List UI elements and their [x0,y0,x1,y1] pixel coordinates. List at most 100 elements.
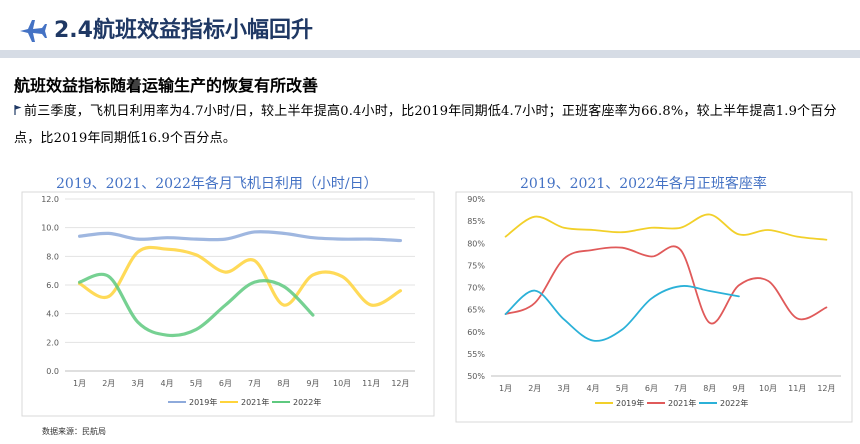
data-point [312,274,313,275]
x-tick-label: 10月 [759,384,777,393]
x-tick-label: 8月 [703,384,716,393]
y-tick-label: 12.0 [41,195,59,204]
data-point [371,304,372,305]
x-tick-label: 7月 [248,379,261,388]
data-point [709,322,710,323]
data-point [79,236,80,237]
y-tick-label: 65% [467,306,485,315]
legend-label: 2019年 [189,397,217,407]
x-tick-label: 2月 [102,379,115,388]
header: 2.4航班效益指标小幅回升 [0,0,860,58]
x-tick-label: 3月 [131,379,144,388]
data-point [225,304,226,305]
x-tick-label: 7月 [674,384,687,393]
load-factor-chart: 50% 55% 60% 65% 70% 75% 80% 85% 90% 1月 2月 3月 4月 5月 6月 7… [455,191,853,423]
data-point [79,282,80,283]
y-tick-label: 55% [467,350,485,359]
data-point [622,329,623,330]
page-title: 2.4航班效益指标小幅回升 [54,18,313,43]
y-tick-label: 6.0 [46,281,59,290]
data-point [166,335,167,336]
data-point [400,290,401,291]
data-point [622,232,623,233]
chart-frame [21,191,435,417]
series-2019年 [504,213,828,241]
series-line [77,245,403,307]
series-2021年 [504,245,828,325]
y-tick-label: 80% [467,239,485,248]
data-point [738,234,739,235]
utilization-chart: 0.0 2.0 4.0 6.0 8.0 10.0 12.0 1月 2月 3月 4月 5月 6月 7月 8月 9… [21,191,435,417]
data-point [505,313,506,314]
data-point [108,233,109,234]
data-point [254,260,255,261]
data-point [166,249,167,250]
x-tick-label: 1月 [499,384,512,393]
data-point [651,256,652,257]
data-point [680,249,681,250]
data-point [767,280,768,281]
x-tick-label: 12月 [817,384,835,393]
x-tick-label: 1月 [73,379,86,388]
y-tick-label: 0.0 [46,367,59,376]
data-point [680,286,681,287]
data-point [534,302,535,303]
data-point [137,251,138,252]
data-point [592,229,593,230]
data-point [826,307,827,308]
data-point [225,272,226,273]
x-tick-label: 12月 [391,379,409,388]
data-point [225,239,226,240]
y-tick-label: 50% [467,372,485,381]
series-line [504,285,740,342]
data-point [622,247,623,248]
summary-text: 前三季度，飞机日利用率为4.7小时/日，较上半年提高0.4小时，比2019年同期… [14,104,837,146]
data-point [312,237,313,238]
y-tick-label: 85% [467,217,485,226]
data-point [709,290,710,291]
chart-title-utilization: 2019、2021、2022年各月飞机日利用（小时/日） [56,176,378,192]
flag-icon [14,98,22,115]
data-point [563,319,564,320]
data-point [738,296,739,297]
data-point [400,240,401,241]
data-point [196,254,197,255]
y-tick-label: 4.0 [46,310,59,319]
legend-label: 2021年 [668,398,696,408]
series-line [77,230,403,243]
legend-label: 2022年 [720,398,748,408]
data-point [108,276,109,277]
data-point [651,298,652,299]
data-point [505,236,506,237]
y-tick-label: 75% [467,261,485,270]
data-point [592,249,593,250]
x-tick-label: 9月 [306,379,319,388]
data-point [108,296,109,297]
y-tick-label: 8.0 [46,252,59,261]
x-tick-label: 10月 [333,379,351,388]
series-2022年 [77,272,315,338]
series-line [504,245,828,325]
x-tick-label: 2月 [528,384,541,393]
data-point [166,237,167,238]
x-tick-label: 5月 [190,379,203,388]
data-point [680,227,681,228]
y-tick-label: 90% [467,195,485,204]
airplane-icon [20,20,47,42]
y-tick-label: 2.0 [46,338,59,347]
y-tick-label: 70% [467,284,485,293]
x-tick-label: 6月 [219,379,232,388]
data-point [651,227,652,228]
data-point [254,231,255,232]
x-tick-label: 4月 [587,384,600,393]
y-tick-label: 10.0 [41,224,59,233]
data-point [797,318,798,319]
data-point [283,233,284,234]
data-point [137,322,138,323]
legend-label: 2021年 [241,397,269,407]
data-point [341,276,342,277]
data-point [196,329,197,330]
x-tick-label: 11月 [788,384,806,393]
data-point [563,227,564,228]
x-tick-label: 9月 [732,384,745,393]
